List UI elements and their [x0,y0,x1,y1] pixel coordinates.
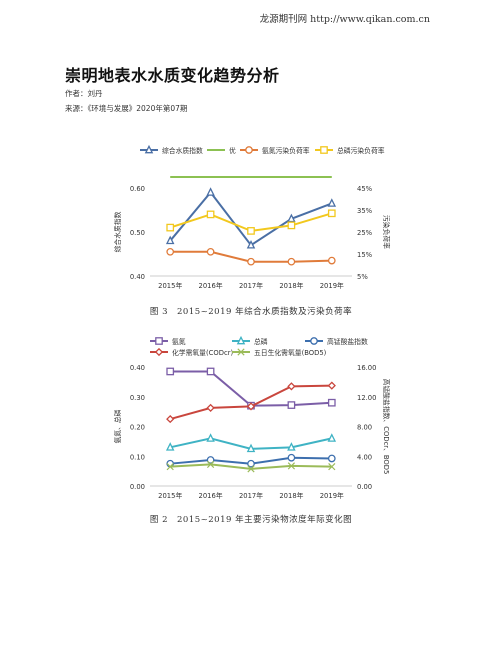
data-point [287,442,296,451]
data-point [206,187,215,196]
y-tick-label: 0.00 [130,483,145,491]
y-right-tick-label: 12.00 [357,394,376,402]
data-point [287,382,296,391]
y-right-tick-label: 0.00 [357,483,372,491]
data-point [206,460,215,469]
data-point [166,367,175,376]
x-tick-label: 2016年 [199,281,223,290]
y-right-tick-label: 4.00 [357,453,372,461]
legend-marker [310,337,318,345]
legend-label: 氨氮 [172,337,186,346]
data-point [327,454,336,463]
legend-label: 综合水质指数 [162,146,203,155]
y-tick-label: 0.40 [130,273,145,281]
legend-marker [155,337,163,345]
x-tick-label: 2015年 [158,491,182,500]
data-point [287,257,296,266]
legend-label: 化学需氧量(CODcr) [172,348,233,357]
y-tick-label: 0.60 [130,185,145,193]
data-point [287,453,296,462]
data-point [327,381,336,390]
legend-marker [144,144,154,154]
data-point [165,442,175,451]
y-tick-label: 0.20 [130,424,145,432]
data-point [246,240,256,249]
data-point [247,459,255,468]
figure-2-chart: 0.00 0.10 0.20 0.30 0.40 0.00 4.00 8.00 12.00 16.… [113,335,391,500]
y-axis-label: 综合水质指数 [113,211,122,252]
y-tick-label: 0.40 [130,364,145,372]
y-right-tick-label: 35% [357,207,373,215]
legend-label: 优 [229,146,236,155]
figure-3-chart: 0.40 0.50 0.60 5% 15% 25% 35% 45% 2015年 2016年 2017… [113,144,391,290]
y-tick-label: 0.30 [130,394,145,402]
article-author: 作者：刘丹 [65,89,103,98]
x-tick-label: 2017年 [239,491,263,500]
data-point [247,227,255,235]
data-point [327,198,337,207]
data-point [327,433,337,442]
data-point [247,257,255,266]
legend-marker [245,146,253,154]
data-point [206,367,215,376]
data-point [328,463,336,471]
data-point [206,403,215,413]
data-point [287,401,296,409]
article-title: 崇明地表水水质变化趋势分析 [65,66,280,85]
legend-label: 氨氮污染负荷率 [262,146,310,155]
data-point [206,433,215,442]
y-right-axis-label: 高锰酸盐指数、CODcr、BOD5 [382,379,391,475]
x-tick-label: 2018年 [279,491,303,500]
y-right-tick-label: 45% [357,185,373,193]
data-point [246,443,256,453]
data-point [246,402,256,411]
data-point [206,247,215,256]
data-point [287,462,296,470]
data-point [165,235,175,245]
x-tick-label: 2019年 [320,491,344,500]
data-point [247,465,255,473]
data-point [327,256,336,265]
data-point [166,414,175,424]
data-point [166,247,175,256]
data-point [287,213,296,223]
legend-marker [237,348,245,356]
data-point [166,223,175,232]
legend-label: 总磷 [254,337,268,346]
x-tick-label: 2017年 [239,281,263,290]
data-point [287,221,296,230]
x-tick-label: 2018年 [279,281,303,290]
legend-marker [154,347,164,357]
y-right-axis-label: 污染负荷率 [382,215,391,249]
data-point [327,209,336,218]
figure-3-caption: 图 3 2015~2019 年综合水质指数及污染负荷率 [149,307,353,317]
y-right-tick-label: 15% [357,251,373,259]
y-right-tick-label: 8.00 [357,424,372,432]
series-line [170,370,332,407]
legend-label: 高锰酸盐指数 [327,337,368,346]
legend-label: 总磷污染负荷率 [337,146,385,155]
data-point [206,210,215,219]
y-right-tick-label: 25% [357,229,373,237]
x-tick-label: 2015年 [158,281,182,290]
data-point [206,456,215,464]
y-right-tick-label: 16.00 [357,364,376,372]
legend-marker [236,335,246,345]
site-header: 龙源期刊网 http://www.qikan.com.cn [259,14,430,25]
y-tick-label: 0.50 [130,229,145,237]
y-axis-label: 氨氮、总磷 [113,409,122,443]
legend-label: 五日生化需氧量(BOD5) [254,348,327,357]
legend-marker [320,146,328,154]
x-tick-label: 2019年 [320,281,344,290]
figure-2-caption: 图 2 2015~2019 年主要污染物浓度年际变化图 [149,515,353,525]
data-point [327,398,336,407]
y-right-tick-label: 5% [357,273,368,281]
data-point [166,463,174,471]
y-tick-label: 0.10 [130,453,145,461]
x-tick-label: 2016年 [199,491,223,500]
article-source: 来源：《环境与发展》2020年第07期 [65,104,188,113]
